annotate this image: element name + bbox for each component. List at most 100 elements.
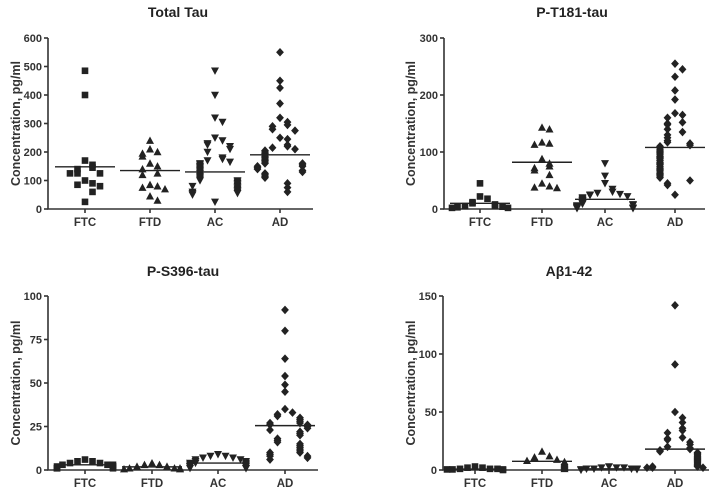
data-point-diamond (261, 173, 269, 182)
data-point-diamond (678, 110, 687, 120)
data-point-triangle-up (146, 145, 154, 153)
data-point-triangle-down (605, 463, 613, 471)
data-point-diamond (671, 360, 679, 369)
data-point-triangle-down (601, 180, 609, 188)
data-point-diamond (298, 167, 307, 177)
data-point-triangle-up (530, 183, 539, 191)
data-point-diamond (283, 120, 292, 130)
data-point-square (74, 181, 81, 189)
data-point-triangle-up (538, 138, 546, 146)
data-point-diamond (663, 113, 672, 123)
x-tick-label: FTC (74, 217, 96, 229)
data-point-triangle-down (233, 190, 242, 198)
data-point-triangle-down (229, 454, 237, 462)
data-point-diamond (671, 72, 679, 82)
data-point-square (504, 204, 512, 212)
data-point-diamond (678, 426, 687, 435)
data-point-triangle-down (186, 464, 194, 473)
data-point-diamond (663, 180, 672, 190)
x-tick-label: AC (601, 478, 618, 490)
data-point-diamond (266, 455, 274, 464)
x-tick-label: FTD (141, 478, 163, 490)
data-point-triangle-up (146, 136, 154, 144)
data-point-diamond (671, 300, 679, 310)
data-point-triangle-up (153, 169, 162, 177)
data-point-square (66, 459, 74, 467)
axis-lines (442, 296, 709, 471)
data-point-triangle-down (188, 191, 197, 199)
data-point-triangle-up (530, 166, 539, 174)
y-tick-label: 0 (432, 204, 438, 216)
data-point-diamond (663, 428, 672, 438)
data-point-diamond (303, 453, 312, 463)
panel-2: P-T181-tau Concentration, pg/ml 0 100 200 300… (404, 4, 705, 229)
data-point-diamond (671, 108, 679, 118)
data-point-triangle-down (206, 452, 215, 461)
data-point-diamond (268, 124, 277, 134)
data-point-triangle-up (153, 182, 162, 190)
data-point-square (491, 202, 499, 209)
y-tick-label: 0 (36, 465, 42, 477)
data-point-square (109, 464, 117, 472)
y-axis-label: Concentration, pg/ml (404, 321, 418, 446)
data-point-diamond (303, 423, 312, 433)
data-point-square (461, 202, 469, 210)
data-point-triangle-up (163, 462, 171, 470)
data-point-triangle-down (211, 198, 219, 206)
series-AC (185, 67, 245, 206)
y-tick-label: 100 (24, 291, 42, 303)
data-point-diamond (296, 448, 304, 457)
data-point-diamond (663, 120, 672, 129)
data-point-triangle-down (218, 118, 227, 127)
data-point-diamond (283, 187, 292, 197)
data-point-diamond (699, 463, 707, 472)
data-point-diamond (281, 380, 289, 390)
panel-3: P-S396-tau Concentration, pg/ml 0 25 50 75 100… (9, 263, 318, 490)
data-point-diamond (663, 138, 672, 147)
data-point-diamond (686, 140, 694, 150)
data-point-triangle-down (608, 188, 617, 196)
chart-title: P-T181-tau (536, 4, 608, 20)
data-point-square (448, 204, 456, 212)
y-axis-label: Concentration, pg/ml (9, 321, 23, 446)
panel-1: Total Tau Concentration, pg/ml 0 100 200 300 4… (9, 4, 313, 229)
y-tick-label: 600 (24, 33, 42, 45)
data-point-diamond (281, 371, 289, 381)
data-point-diamond (266, 420, 274, 430)
data-point-diamond (671, 95, 679, 104)
data-point-square (479, 464, 486, 471)
data-point-diamond (273, 437, 282, 447)
x-tick-label: AC (207, 217, 224, 229)
data-point-triangle-down (203, 157, 212, 165)
data-point-diamond (663, 442, 672, 452)
data-point-triangle-up (553, 183, 561, 192)
data-point-square (96, 459, 104, 467)
y-tick-label: 75 (30, 335, 42, 347)
data-point-diamond (671, 407, 679, 417)
data-point-triangle-up (161, 184, 169, 193)
x-tick-label: AD (272, 217, 289, 229)
panel-4: Aβ1-42 Concentration, pg/ml 0 50 100 150 FTC FT… (404, 263, 709, 490)
x-tick-label: FTC (464, 478, 486, 490)
data-point-diamond (296, 418, 304, 428)
data-point-diamond (678, 127, 687, 137)
chart-title: Total Tau (148, 4, 208, 20)
data-point-square (53, 464, 61, 472)
x-tick-label: AD (277, 478, 294, 490)
data-point-square (74, 165, 81, 173)
data-point-triangle-up (138, 183, 147, 191)
data-point-triangle-up (523, 456, 531, 465)
data-point-diamond (663, 435, 672, 445)
data-point-triangle-up (545, 125, 554, 133)
data-point-triangle-up (146, 159, 154, 167)
data-point-triangle-down (211, 67, 219, 75)
data-point-triangle-down (218, 137, 227, 145)
y-tick-label: 0 (36, 204, 42, 216)
x-tick-label: FTC (469, 217, 491, 229)
series-FTD (120, 458, 184, 473)
data-point-triangle-up (530, 140, 539, 148)
data-point-triangle-up (530, 454, 539, 462)
data-point-square (74, 458, 81, 465)
data-point-square (454, 203, 461, 211)
data-point-square (499, 203, 506, 211)
